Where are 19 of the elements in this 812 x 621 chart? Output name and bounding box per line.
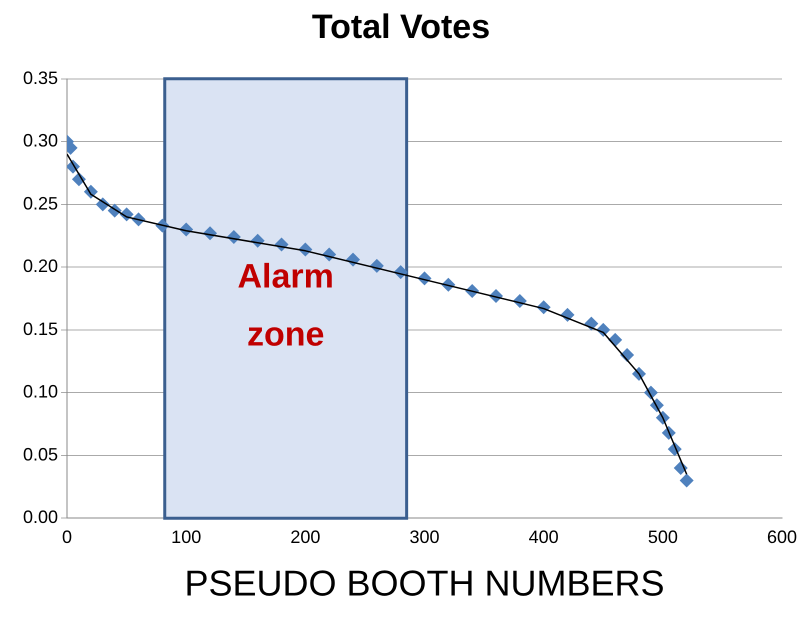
x-tick-label: 200: [290, 526, 320, 547]
y-tick-label: 0.20: [22, 256, 58, 276]
x-tick-label: 300: [409, 526, 440, 547]
x-axis-title: PSEUDO BOOTH NUMBERS: [184, 562, 665, 604]
y-tick-label: 0.25: [22, 193, 58, 214]
x-tick-label: 600: [766, 526, 798, 547]
y-tick-label: 0.05: [22, 444, 58, 464]
x-tick-label: 400: [528, 526, 559, 547]
y-tick-label: 0.35: [22, 68, 58, 88]
x-tick-label: 500: [648, 526, 678, 547]
x-tick-label: 100: [171, 526, 202, 547]
y-tick-label: 0.00: [22, 507, 58, 528]
y-tick-label: 0.10: [22, 382, 58, 402]
band-label: Alarm zone: [238, 258, 334, 354]
chart-title: Total Votes: [312, 8, 490, 46]
point: [680, 474, 694, 488]
x-tick-label: 0: [62, 526, 72, 547]
y-tick-label: 0.15: [22, 318, 58, 339]
y-tick-label: 0.30: [22, 130, 58, 151]
